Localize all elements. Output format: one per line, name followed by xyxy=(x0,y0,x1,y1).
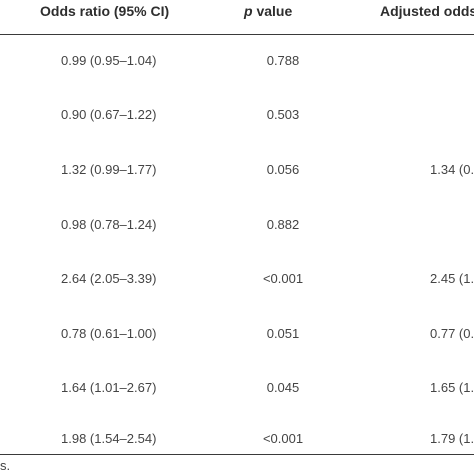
adjusted-odds-cell: 2.45 (1. xyxy=(430,271,474,286)
odds-ratio-cell: 0.98 (0.78–1.24) xyxy=(61,217,157,232)
odds-ratio-cell: 1.32 (0.99–1.77) xyxy=(61,162,157,177)
p-value-cell: 0.503 xyxy=(266,107,300,122)
odds-ratio-cell: 1.98 (1.54–2.54) xyxy=(61,431,157,446)
p-value-cell: <0.001 xyxy=(262,431,304,446)
header-adjusted-odds: Adjusted odds xyxy=(380,3,474,19)
table-row: 1.32 (0.99–1.77) 0.056 1.34 (0. xyxy=(0,162,474,182)
header-p-value: p value xyxy=(244,3,292,19)
odds-ratio-cell: 1.64 (1.01–2.67) xyxy=(61,380,157,395)
table-row: 0.78 (0.61–1.00) 0.051 0.77 (0. xyxy=(0,326,474,346)
table-row: 0.99 (0.95–1.04) 0.788 xyxy=(0,53,474,73)
p-value-cell: 0.045 xyxy=(266,380,300,395)
p-value-cell: 0.056 xyxy=(266,162,300,177)
odds-ratio-cell: 0.78 (0.61–1.00) xyxy=(61,326,157,341)
footnote-text: s. xyxy=(0,458,11,473)
table-row: 0.98 (0.78–1.24) 0.882 xyxy=(0,217,474,237)
table-row: 1.64 (1.01–2.67) 0.045 1.65 (1. xyxy=(0,380,474,400)
header-rule xyxy=(0,34,474,35)
table-row: 0.90 (0.67–1.22) 0.503 xyxy=(0,107,474,127)
header-p-italic: p xyxy=(244,3,253,19)
adjusted-odds-cell: 1.34 (0. xyxy=(430,162,474,177)
p-value-cell: 0.788 xyxy=(266,53,300,68)
p-value-cell: <0.001 xyxy=(262,271,304,286)
p-value-cell: 0.882 xyxy=(266,217,300,232)
adjusted-odds-cell: 1.79 (1. xyxy=(430,431,474,446)
adjusted-odds-cell: 0.77 (0. xyxy=(430,326,474,341)
table-row: 1.98 (1.54–2.54) <0.001 1.79 (1. xyxy=(0,431,474,451)
table-row: 2.64 (2.05–3.39) <0.001 2.45 (1. xyxy=(0,271,474,291)
table-bottom-rule xyxy=(0,454,474,455)
p-value-cell: 0.051 xyxy=(266,326,300,341)
header-p-rest: value xyxy=(252,3,293,19)
header-odds-ratio: Odds ratio (95% CI) xyxy=(40,3,170,19)
odds-ratio-cell: 0.90 (0.67–1.22) xyxy=(61,107,157,122)
adjusted-odds-cell: 1.65 (1. xyxy=(430,380,474,395)
odds-ratio-cell: 0.99 (0.95–1.04) xyxy=(61,53,157,68)
odds-ratio-cell: 2.64 (2.05–3.39) xyxy=(61,271,157,286)
